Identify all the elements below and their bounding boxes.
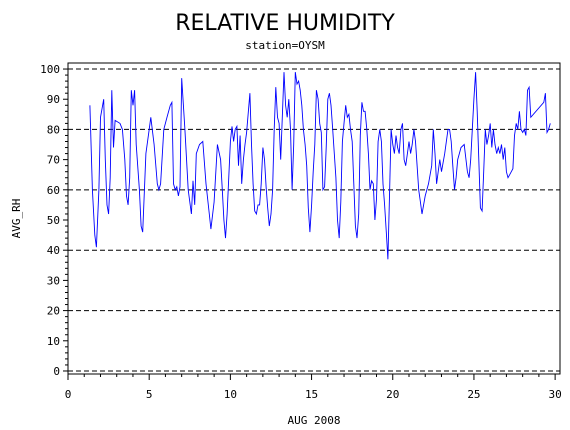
y-tick-label-20: 20	[47, 305, 60, 318]
y-tick-label-0: 0	[53, 365, 60, 378]
reference-lines	[68, 68, 560, 372]
x-tick-label-15: 15	[305, 388, 318, 401]
x-tick-label-25: 25	[467, 388, 480, 401]
plot-frame	[67, 62, 561, 375]
chart-subtitle: station=OYSM	[245, 39, 325, 52]
x-axis: 0 5 10 15 20 25 30	[65, 374, 562, 401]
y-tick-label-30: 30	[47, 274, 60, 287]
y-tick-label-80: 80	[47, 123, 60, 136]
x-tick-label-10: 10	[224, 388, 237, 401]
x-tick-label-20: 20	[386, 388, 399, 401]
y-tick-label-60: 60	[47, 184, 60, 197]
y-tick-label-100: 100	[40, 63, 60, 76]
x-axis-label: AUG 2008	[288, 414, 341, 427]
x-tick-label-0: 0	[65, 388, 72, 401]
y-tick-label-70: 70	[47, 154, 60, 167]
y-tick-label-50: 50	[47, 214, 60, 227]
x-tick-label-30: 30	[549, 388, 562, 401]
series-line	[89, 72, 551, 260]
y-tick-label-40: 40	[47, 244, 60, 257]
y-tick-label-90: 90	[47, 93, 60, 106]
y-axis: 0 10 20 30 40 50 60 70 80 90 100	[40, 63, 68, 378]
x-tick-label-5: 5	[146, 388, 153, 401]
y-axis-label: AVG_RH	[10, 199, 23, 239]
chart-title: RELATIVE HUMIDITY	[175, 11, 395, 36]
y-tick-label-10: 10	[47, 335, 60, 348]
